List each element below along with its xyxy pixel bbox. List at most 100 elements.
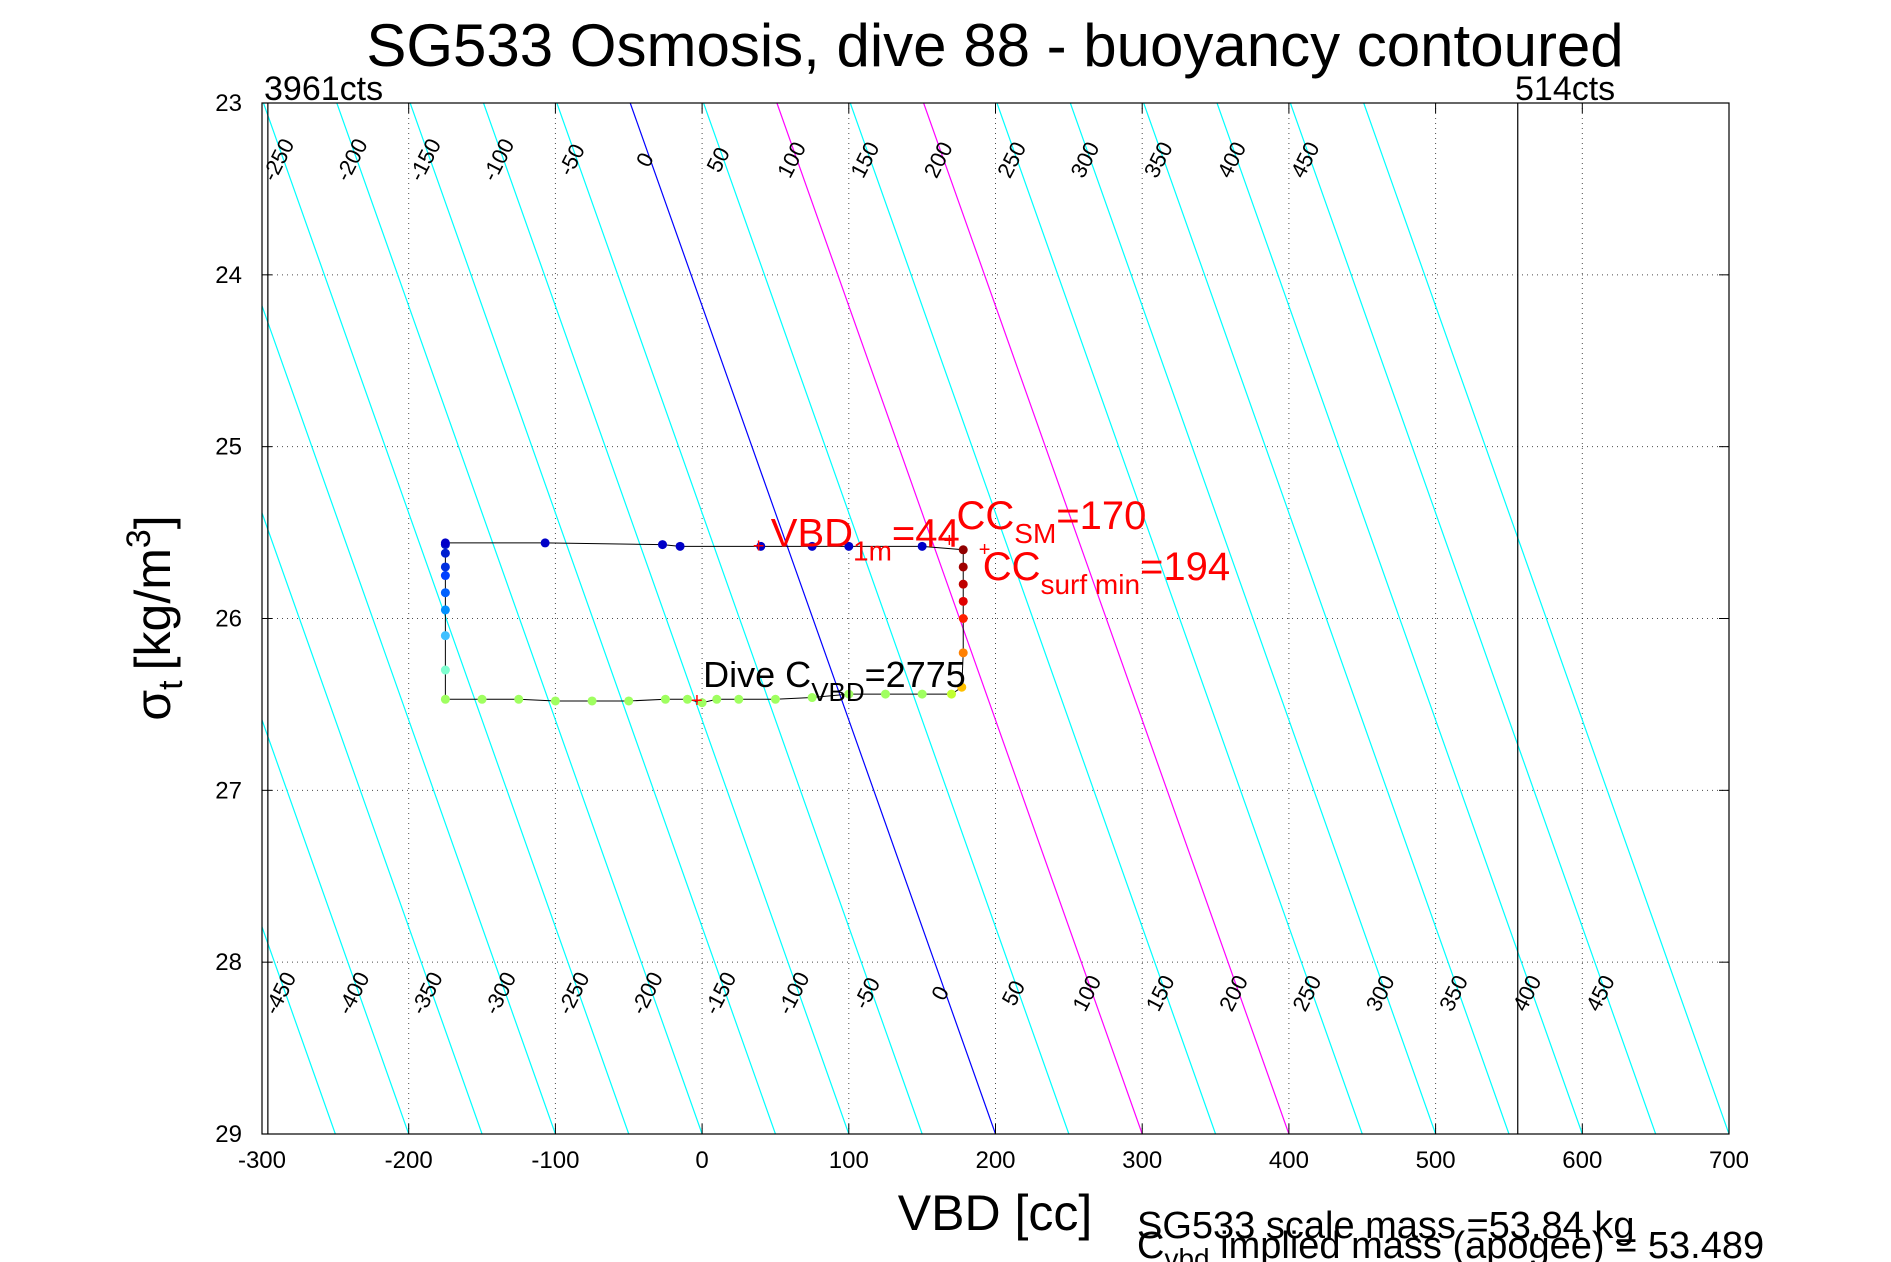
footer-implied-mass-rest: implied mass (apogee) = 53.489 bbox=[1210, 1225, 1765, 1262]
y-axis-label-base: σ bbox=[125, 690, 181, 721]
contour-labels: -450 -400 -350 -300 -250 -250 -200 -200 -150 -150… bbox=[257, 134, 1620, 1018]
x-tick-label: 200 bbox=[975, 1147, 1015, 1174]
contour-line bbox=[1216, 103, 1583, 1134]
annotation-vbd1m: VBD1m=44 bbox=[771, 511, 960, 566]
contour-label: 300 bbox=[1361, 971, 1400, 1015]
contour-line bbox=[556, 103, 923, 1134]
y-tick-label: 28 bbox=[215, 949, 242, 976]
dive-track-point bbox=[712, 694, 722, 704]
dive-track-point bbox=[770, 694, 780, 704]
contour-label: 200 bbox=[919, 138, 958, 182]
contour-label: 300 bbox=[1065, 138, 1104, 182]
dive-track-point bbox=[958, 614, 968, 623]
contour-label: 0 bbox=[926, 982, 954, 1004]
contour-line bbox=[1289, 103, 1657, 1134]
y-tick-label: 24 bbox=[215, 262, 242, 289]
annotation-marker: + bbox=[943, 530, 955, 552]
dive-track-point bbox=[917, 689, 927, 699]
x-tick-label: 100 bbox=[829, 1147, 869, 1174]
dive-track-point bbox=[440, 631, 450, 641]
dive-track-point bbox=[477, 694, 487, 704]
x-tick-label: 600 bbox=[1562, 1147, 1602, 1174]
dive-track-point bbox=[660, 694, 670, 704]
annotation-rest: =170 bbox=[1056, 494, 1146, 538]
dive-track-point bbox=[440, 571, 450, 581]
annotation-sub: SM bbox=[1014, 518, 1056, 549]
y-axis-label-sup: 3 bbox=[120, 529, 158, 548]
x-tick-label: 0 bbox=[695, 1147, 708, 1174]
annotation-base: Dive C bbox=[703, 654, 811, 695]
dive-track-point bbox=[734, 694, 744, 704]
contour-label: 50 bbox=[997, 976, 1030, 1009]
annotation-sub: 1m bbox=[853, 535, 892, 566]
dive-track-line bbox=[444, 542, 964, 704]
dive-track-point bbox=[844, 689, 854, 699]
dive-track-point bbox=[946, 689, 956, 699]
contour-label: -250 bbox=[257, 134, 299, 185]
contour-label: 150 bbox=[845, 138, 884, 182]
dive-track-point bbox=[880, 689, 890, 699]
dive-track-point bbox=[958, 562, 968, 572]
y-tick-label: 26 bbox=[215, 606, 242, 633]
footer-implied-mass: Cvbd implied mass (apogee) = 53.489 bbox=[1137, 1225, 1764, 1262]
chart-title: SG533 Osmosis, dive 88 - buoyancy contou… bbox=[366, 12, 1623, 79]
dive-track-point bbox=[675, 541, 685, 551]
contour-label: 350 bbox=[1434, 971, 1473, 1015]
grid bbox=[261, 102, 1730, 1135]
contour-label: -150 bbox=[404, 134, 446, 185]
dive-track-point bbox=[958, 545, 968, 555]
annotation-rest: =194 bbox=[1140, 545, 1230, 589]
buoyancy-contours bbox=[262, 103, 1729, 1134]
contour-line bbox=[703, 103, 1070, 1134]
top-right-count-label: 514cts bbox=[1515, 70, 1615, 108]
x-tick-label: -300 bbox=[238, 1147, 286, 1174]
contour-line bbox=[262, 103, 630, 1134]
dive-track-point bbox=[917, 541, 927, 551]
contour-line bbox=[923, 103, 1290, 1134]
x-axis-label: VBD [cc] bbox=[898, 1185, 1092, 1241]
contour-label: -50 bbox=[848, 973, 885, 1013]
contour-label: -100 bbox=[477, 134, 519, 185]
dive-track-point bbox=[440, 694, 450, 704]
contour-line bbox=[849, 103, 1217, 1134]
dive-track-point bbox=[756, 541, 766, 551]
annotation-base: VBD bbox=[771, 511, 853, 555]
annotation-rest: =44 bbox=[892, 511, 960, 555]
annotation-sub: VBD bbox=[811, 677, 864, 707]
y-axis-label-close: ] bbox=[125, 515, 181, 529]
contour-label: -50 bbox=[553, 140, 590, 180]
contour-label: 400 bbox=[1212, 138, 1251, 182]
y-axis-label-sub: t bbox=[152, 680, 190, 690]
contour-label: 250 bbox=[1287, 971, 1326, 1015]
contour-label: 400 bbox=[1507, 971, 1546, 1015]
dive-track-point bbox=[440, 665, 450, 675]
dive-track-point bbox=[440, 548, 450, 558]
contour-line bbox=[1363, 103, 1729, 1134]
x-tick-label: 300 bbox=[1122, 1147, 1162, 1174]
annotations: + VBD1m=44+CCSM=170+CCsurf min=194+Dive C… bbox=[691, 494, 1230, 712]
contour-label: -200 bbox=[626, 968, 668, 1019]
dive-track-point bbox=[550, 696, 560, 706]
contour-line bbox=[262, 304, 556, 1134]
contour-label: 100 bbox=[1067, 971, 1106, 1015]
contour-label: -200 bbox=[330, 134, 372, 185]
dive-track-point bbox=[697, 698, 707, 708]
contour-line bbox=[262, 511, 483, 1134]
footer-scale-mass: SG533 scale mass =53.84 kg bbox=[1137, 1205, 1634, 1247]
contour-line bbox=[996, 103, 1363, 1134]
dive-track-point bbox=[624, 696, 634, 706]
contour-label: 200 bbox=[1214, 971, 1253, 1015]
annotation-base: CC bbox=[983, 545, 1041, 589]
dive-track-point bbox=[958, 596, 968, 606]
contour-label: 0 bbox=[631, 149, 659, 171]
contour-label: 250 bbox=[992, 138, 1031, 182]
y-axis-label: σt [kg/m3] bbox=[120, 515, 190, 720]
dive-track bbox=[440, 538, 968, 708]
y-tick-label: 25 bbox=[215, 434, 242, 461]
contour-line bbox=[262, 925, 336, 1134]
dive-track-point bbox=[807, 541, 817, 551]
y-tick-label: 29 bbox=[215, 1121, 242, 1148]
annotation-ccsm: CCSM=170 bbox=[956, 494, 1146, 549]
contour-line bbox=[262, 718, 410, 1134]
